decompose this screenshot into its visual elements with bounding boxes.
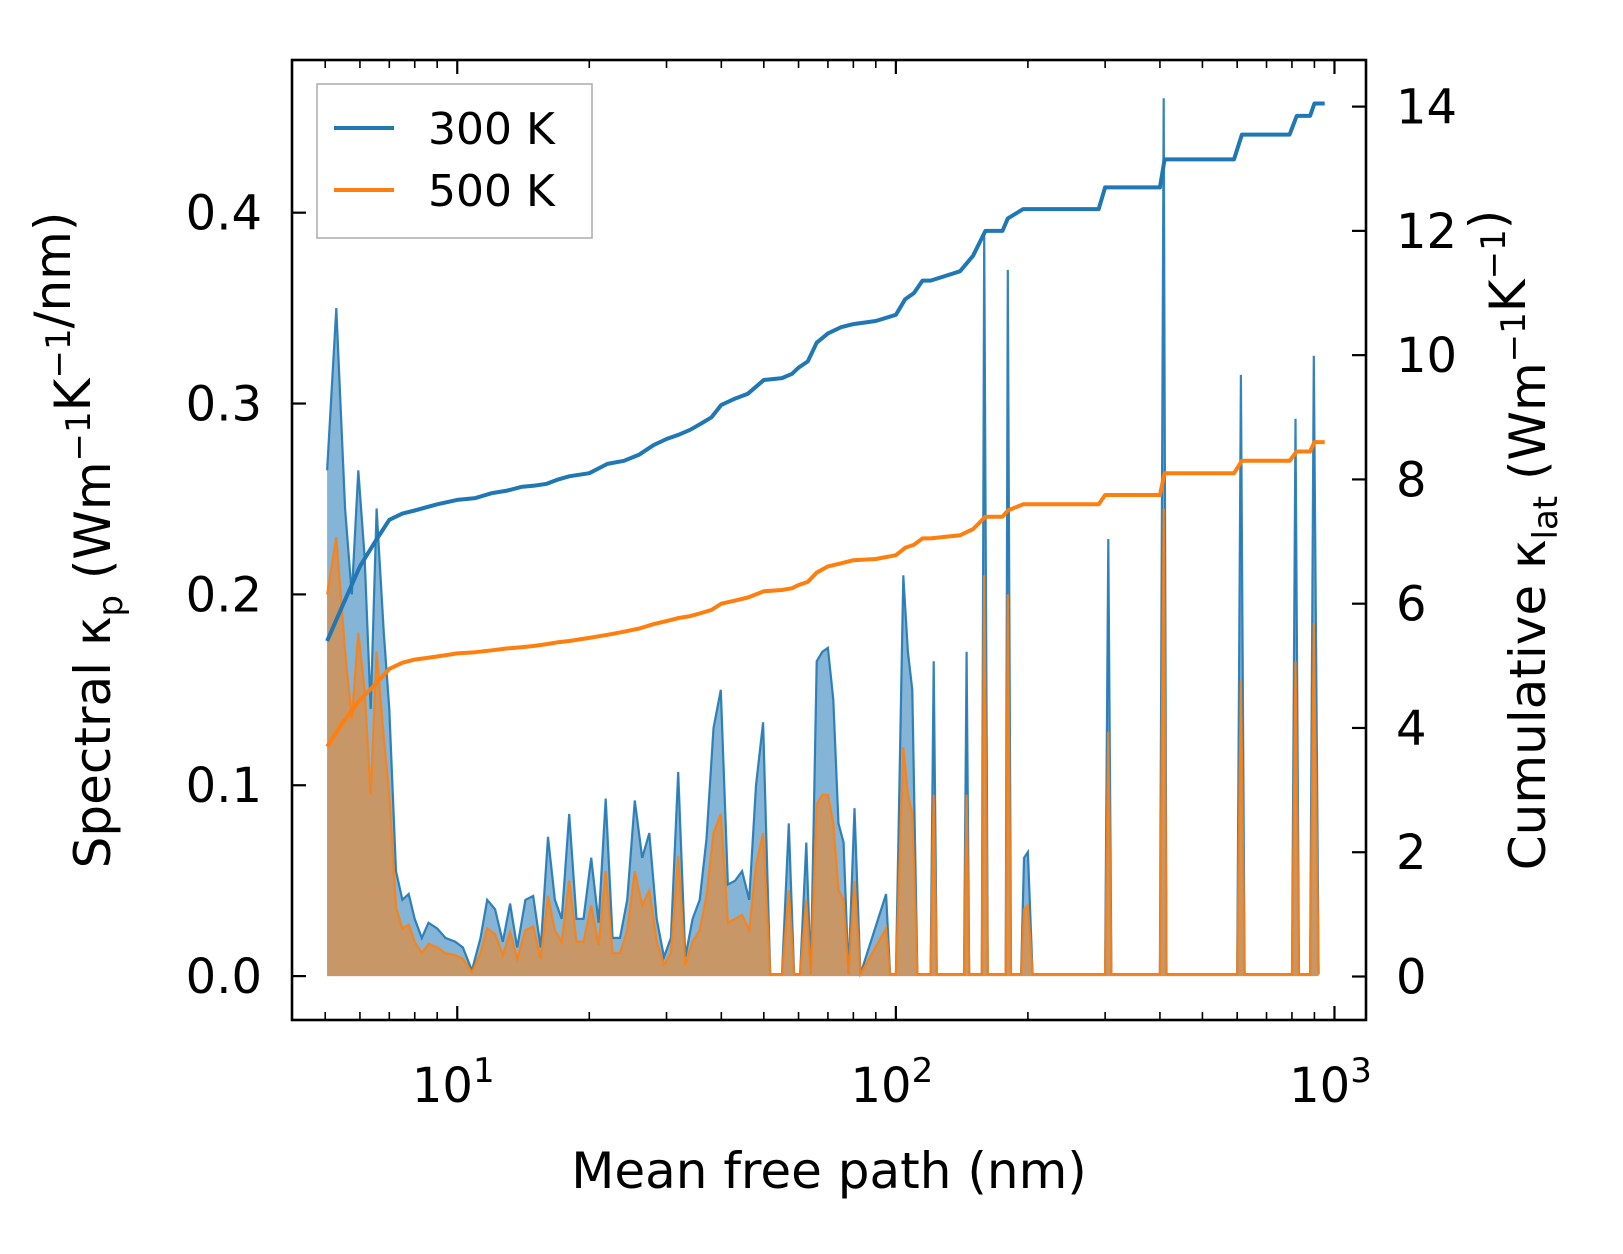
legend-label: 500 K	[428, 166, 556, 217]
cumulative-line-300k	[325, 101, 1325, 642]
y-left-tick-label: 0.0	[186, 949, 262, 1005]
right-y-axis-label: Cumulative κlat (Wm−1K−1)	[1459, 210, 1566, 870]
spectral-fill-500k	[327, 508, 1319, 977]
y-left-tick-label: 0.4	[186, 186, 262, 242]
y-left-tick-label: 0.2	[186, 567, 262, 623]
cumulative-line-500k	[325, 440, 1325, 748]
legend: 300 K 500 K	[316, 83, 593, 239]
left-y-axis-label: Spectral κp (Wm−1K−1/nm)	[24, 212, 131, 869]
spectral-fill-layer	[326, 98, 1320, 978]
plot-frame	[290, 58, 1368, 1022]
legend-label: 300 K	[428, 104, 556, 155]
y-right-tick-label: 12	[1396, 204, 1457, 260]
legend-box	[316, 83, 593, 239]
x-axis-label: Mean free path (nm)	[571, 1142, 1087, 1200]
y-right-tick-label: 14	[1396, 80, 1457, 136]
y-left-tick-label: 0.3	[186, 377, 262, 433]
y-right-tick-label: 0	[1396, 950, 1427, 1006]
y-right-tick-label: 8	[1396, 452, 1427, 508]
line-layer	[325, 101, 1325, 748]
y-right-tick-label: 2	[1396, 825, 1427, 881]
y-right-tick-label: 10	[1396, 328, 1457, 384]
x-tick-label: 101	[412, 1051, 495, 1114]
y-right-tick-label: 6	[1396, 577, 1427, 633]
x-tick-label: 103	[1289, 1051, 1372, 1114]
spectral-line-500k	[326, 508, 1320, 978]
x-tick-label: 102	[851, 1051, 934, 1114]
y-left-tick-label: 0.1	[186, 758, 262, 814]
y-right-tick-label: 4	[1396, 701, 1427, 757]
tick-layer	[292, 60, 1366, 1020]
